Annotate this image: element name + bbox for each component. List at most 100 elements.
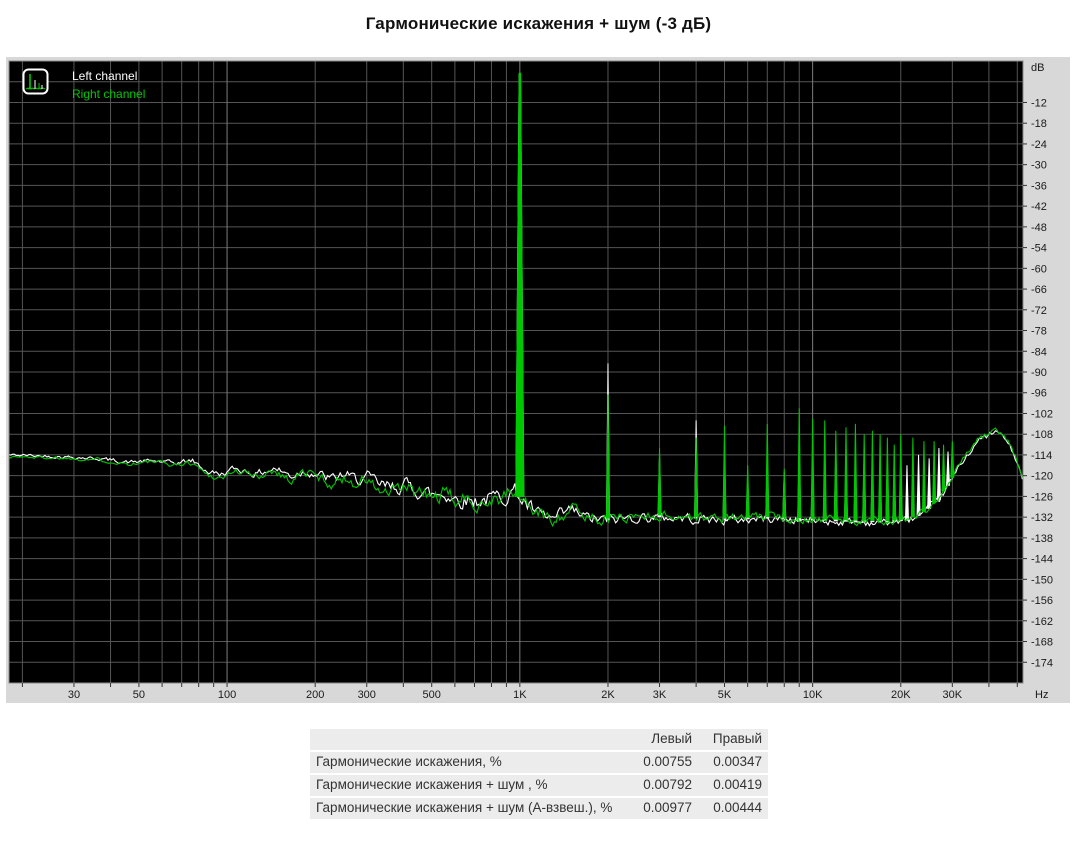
x-tick-label: 200 [306,689,324,701]
x-tick-label: 3K [653,689,667,701]
svg-text:-30: -30 [1031,160,1047,172]
harmonic-spike [932,441,937,503]
svg-text:-162: -162 [1031,616,1053,628]
x-tick-label: 100 [218,689,236,701]
x-tick-label: 2K [601,689,615,701]
y-axis-unit-label: dB [1031,62,1044,74]
svg-text:-126: -126 [1031,491,1053,503]
harmonic-spike [904,465,909,521]
x-tick-label: 50 [133,689,145,701]
harmonic-spike [916,454,921,516]
x-tick-label: 5K [718,689,732,701]
svg-text:-90: -90 [1031,367,1047,379]
table-row: Гармонические искажения + шум (А-взвеш.)… [310,797,768,819]
harmonic-spike [946,451,951,486]
harmonic-spike [862,434,867,521]
x-tick-label: 10K [803,689,823,701]
svg-text:-108: -108 [1031,429,1053,441]
harmonic-spike [950,441,955,478]
harmonic-spike [765,423,770,518]
svg-text:-132: -132 [1031,512,1053,524]
harmonic-spikes [605,394,955,522]
row-right-value: 0.00347 [698,751,768,773]
harmonic-spike [797,408,802,519]
harmonic-spike [927,458,932,509]
row-label: Гармонические искажения + шум , % [310,774,628,796]
x-axis-labels: 30 50 100 200 300 500 1K 2K 3K 5K 10K 20K 30K Hz [21,683,1048,701]
harmonic-spike [870,430,875,521]
svg-text:-12: -12 [1031,97,1047,109]
harmonic-spike [910,437,915,517]
results-table: Левый Правый Гармонические искажения, % … [310,727,768,821]
table-row: Гармонические искажения, % 0.00755 0.003… [310,751,768,773]
svg-text:-36: -36 [1031,180,1047,192]
spectrum-icon [22,68,49,95]
row-left-value: 0.00977 [628,797,698,819]
harmonic-spike [885,437,890,522]
harmonic-spike [822,420,827,520]
table-header-right: Правый [698,729,768,750]
harmonic-spike [694,437,699,518]
svg-text:-102: -102 [1031,408,1053,420]
harmonic-spike [605,394,610,519]
harmonic-spike [936,448,941,500]
row-label: Гармонические искажения, % [310,751,628,773]
svg-text:-84: -84 [1031,346,1047,358]
x-axis-unit-label: Hz [1035,689,1048,701]
svg-text:-24: -24 [1031,139,1047,151]
svg-text:-96: -96 [1031,388,1047,400]
row-right-value: 0.00419 [698,774,768,796]
svg-text:-120: -120 [1031,471,1053,483]
legend-right-channel-label: Right channel [72,87,146,101]
svg-text:-66: -66 [1031,284,1047,296]
x-tick-label: 30K [943,689,963,701]
harmonic-spike [853,423,858,521]
svg-text:-114: -114 [1031,450,1052,462]
spectrum-chart-widget: dB -12 -18 -24 -30 -36 -42 -48 -54 -60 -66 -72 -78 -8… [6,57,1070,703]
harmonic-spike [898,434,903,520]
harmonic-spike [892,444,897,521]
svg-text:-174: -174 [1031,657,1053,669]
row-left-value: 0.00792 [628,774,698,796]
harmonic-spike [657,448,662,516]
x-tick-label: 500 [423,689,441,701]
spectrum-chart-canvas: dB -12 -18 -24 -30 -36 -42 -48 -54 -60 -66 -72 -78 -8… [8,60,1053,701]
svg-text:-156: -156 [1031,595,1053,607]
harmonic-spike [810,418,815,519]
right-channel-series [9,72,1023,528]
svg-text:-60: -60 [1031,263,1047,275]
harmonic-spike [833,430,838,520]
row-right-value: 0.00444 [698,797,768,819]
svg-text:-54: -54 [1031,243,1047,255]
page-title: Гармонические искажения + шум (-3 дБ) [365,14,712,33]
grid [9,61,1023,683]
svg-text:-150: -150 [1031,574,1053,586]
harmonic-spike [921,441,926,513]
svg-text:-78: -78 [1031,326,1047,338]
legend-left-channel-label: Left channel [72,69,138,83]
x-tick-label: 300 [358,689,376,701]
fundamental-peak [515,72,525,497]
svg-text:-138: -138 [1031,533,1053,545]
svg-text:-18: -18 [1031,118,1047,130]
row-label: Гармонические искажения + шум (А-взвеш.)… [310,797,628,819]
harmonic-spike [843,427,848,521]
row-left-value: 0.00755 [628,751,698,773]
table-header-row: Левый Правый [310,729,768,750]
svg-text:-42: -42 [1031,201,1047,213]
harmonic-spike [941,444,946,492]
x-tick-label: 20K [891,689,911,701]
svg-text:-72: -72 [1031,305,1047,317]
harmonic-spike [745,465,750,518]
table-header-empty [310,729,628,750]
svg-text:-168: -168 [1031,637,1053,649]
svg-text:-144: -144 [1031,554,1053,566]
y-axis-labels: dB -12 -18 -24 -30 -36 -42 -48 -54 -60 -66 -72 -78 -8… [1023,62,1053,669]
harmonic-spike [722,425,727,519]
table-header-left: Левый [628,729,698,750]
x-tick-label: 30 [68,689,80,701]
svg-text:-48: -48 [1031,222,1047,234]
x-tick-label: 1K [513,689,527,701]
harmonic-spike [782,468,787,518]
